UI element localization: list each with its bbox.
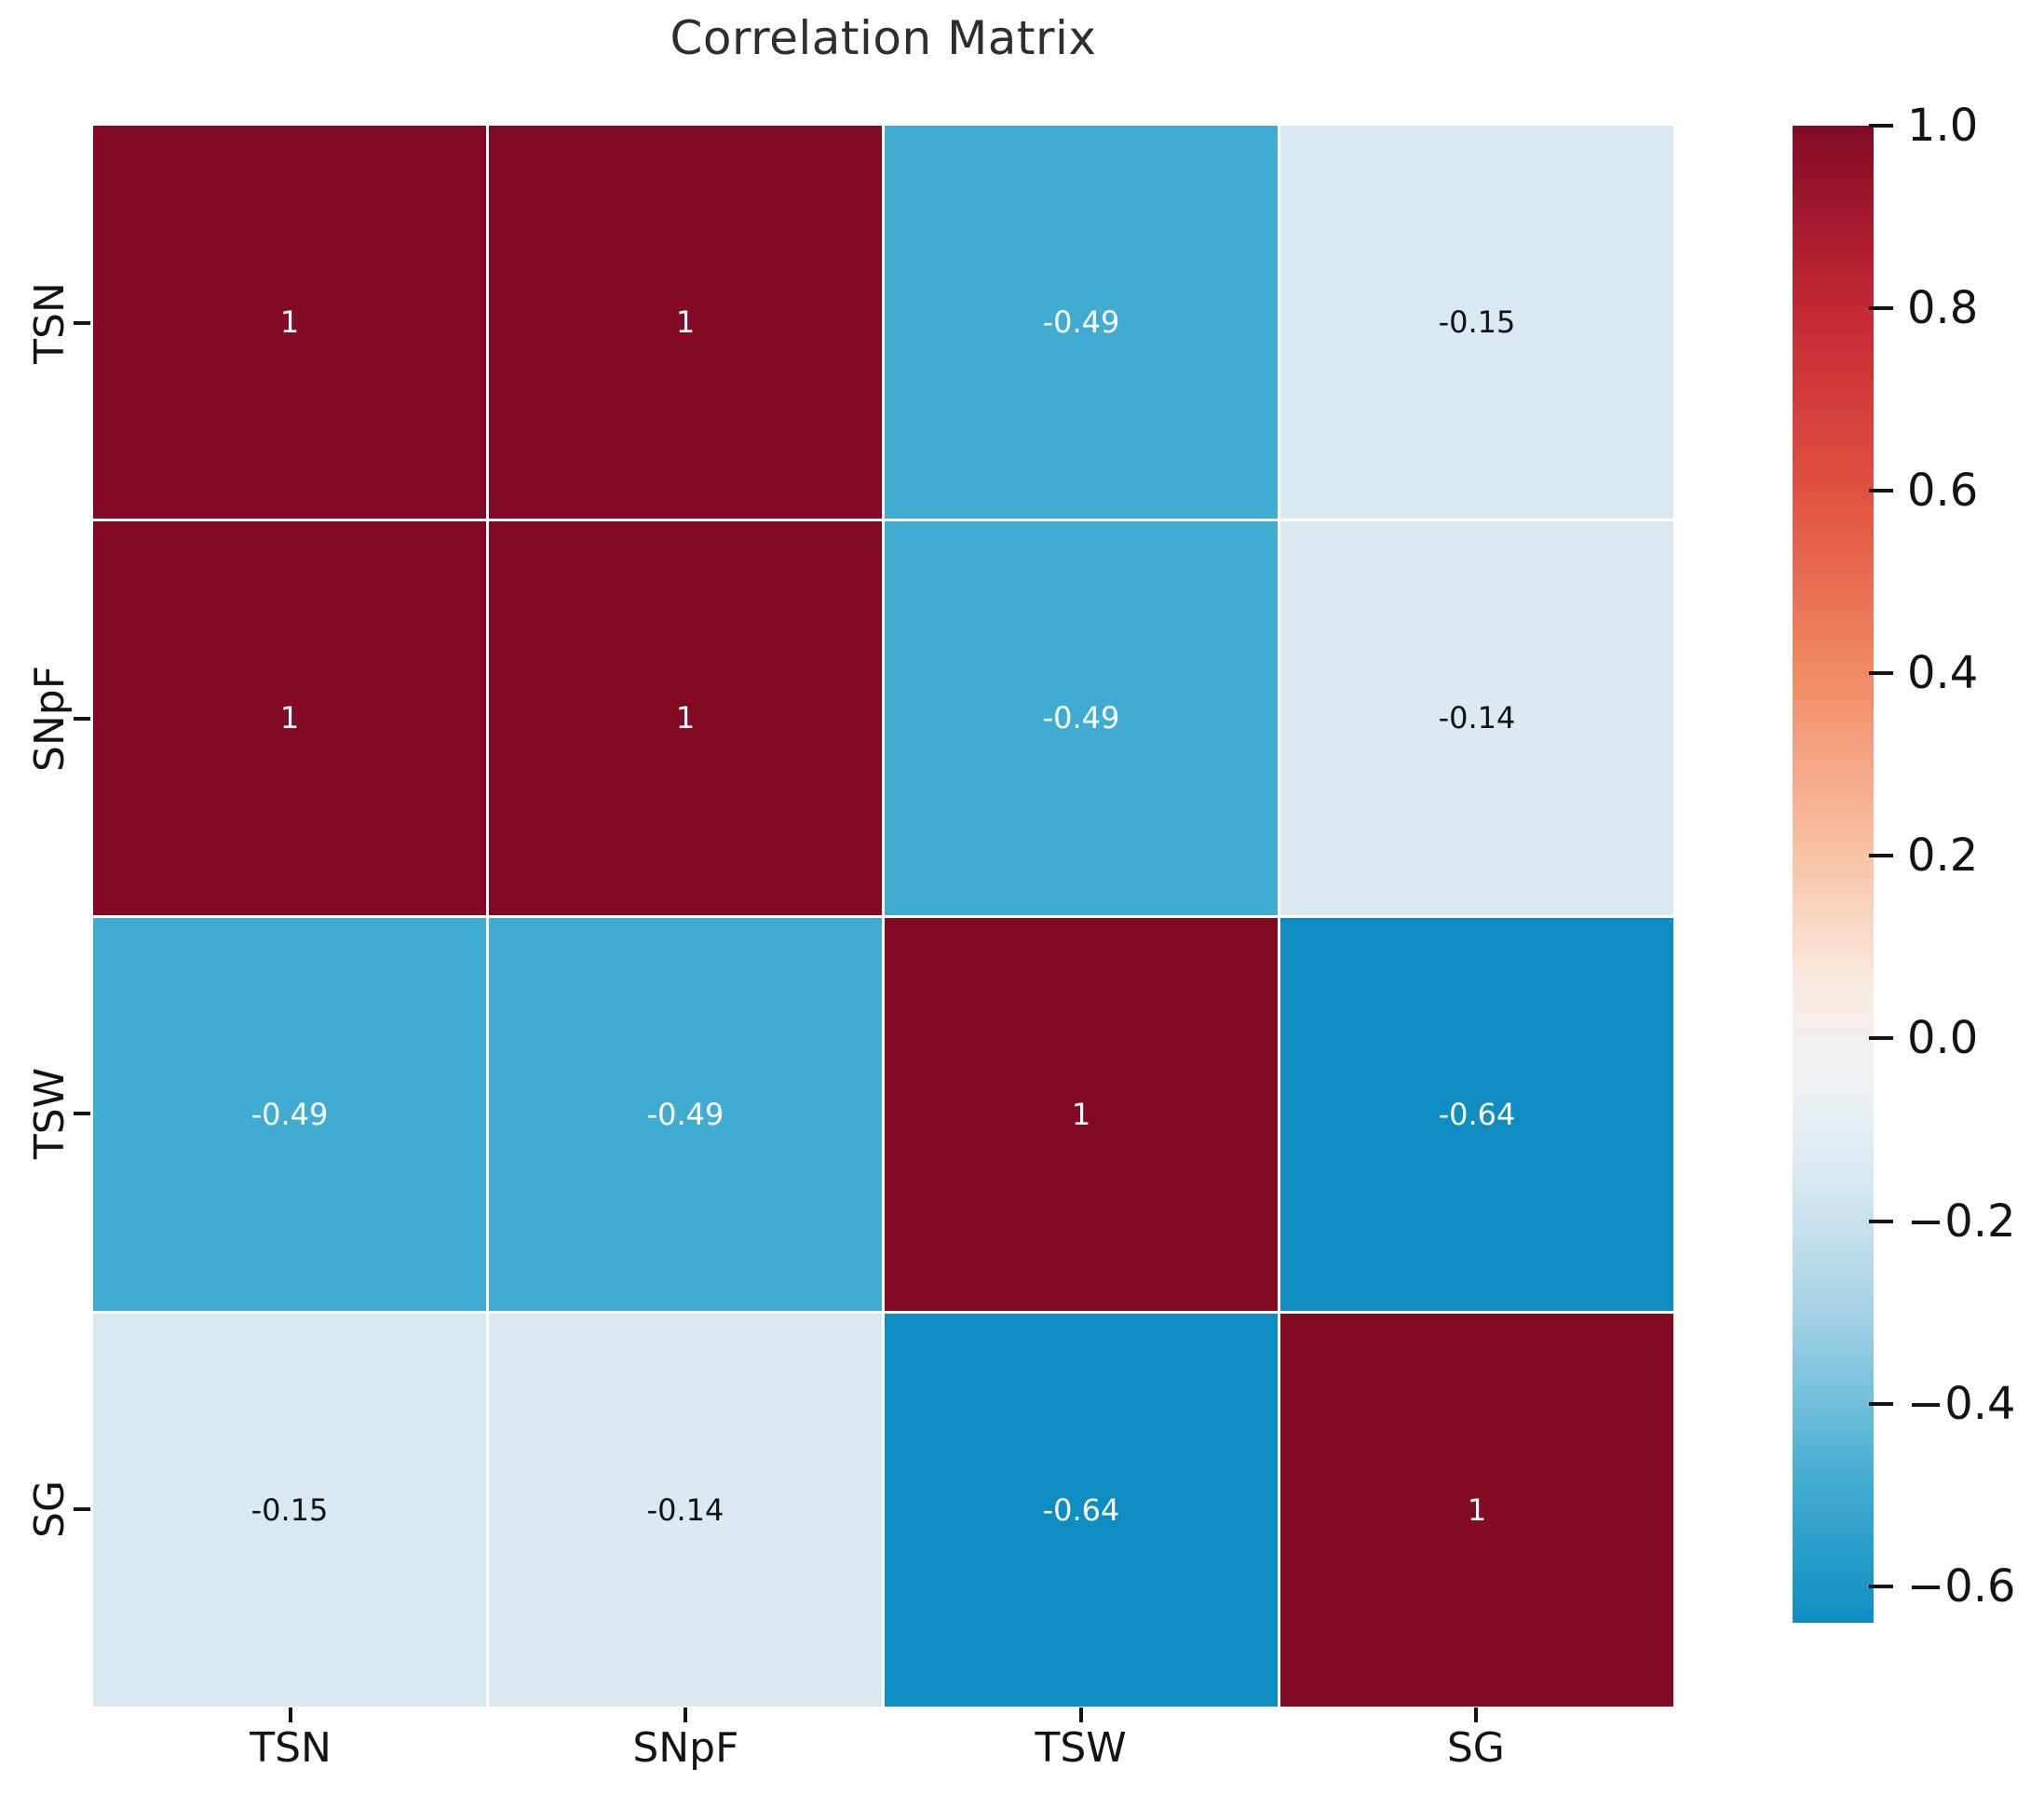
heatmap-cell-SG-SNpF: -0.14 [489, 1313, 882, 1707]
heatmap-grid: 1 1 -0.49 -0.15 1 1 -0.49 -0.14 -0.49 -0.49 1 -0.64… [93, 126, 1673, 1707]
cell-value: -0.49 [646, 1096, 724, 1132]
cell-value: 1 [675, 700, 696, 736]
cell-value: -0.49 [250, 1096, 329, 1132]
colorbar-tick-label-−0.4: −0.4 [1907, 1377, 2016, 1430]
cell-value: -0.64 [1042, 1491, 1120, 1528]
heatmap-cell-TSW-SG: -0.64 [1280, 917, 1673, 1311]
colorbar-tick-label-1.0: 1.0 [1907, 100, 1979, 152]
colorbar-tick-label-−0.2: −0.2 [1907, 1194, 2016, 1248]
cell-value: 1 [1071, 1096, 1091, 1132]
chart-title: Correlation Matrix [670, 11, 1097, 65]
colorbar-tick-label-0.8: 0.8 [1907, 282, 1979, 335]
heatmap-cell-SG-TSN: -0.15 [93, 1313, 486, 1707]
heatmap-cell-SG-SG: 1 [1280, 1313, 1673, 1707]
cell-value: -0.49 [1042, 304, 1120, 341]
x-tick-label-SG: SG [1446, 1724, 1505, 1772]
cell-value: 1 [1467, 1491, 1487, 1528]
colorbar-tick-label-0.6: 0.6 [1907, 465, 1979, 518]
colorbar-tick-label-−0.6: −0.6 [1907, 1559, 2016, 1613]
x-tick-mark [1078, 1707, 1083, 1722]
y-tick-mark [74, 1112, 90, 1116]
colorbar-tick-label-0.2: 0.2 [1907, 830, 1979, 883]
colorbar [1793, 126, 1874, 1623]
cell-value: -0.14 [646, 1491, 724, 1528]
colorbar-tick-mark [1869, 306, 1893, 311]
cell-value: -0.14 [1438, 700, 1516, 736]
heatmap-cell-SNpF-SG: -0.14 [1280, 521, 1673, 915]
cell-value: 1 [279, 700, 300, 736]
y-tick-mark [74, 716, 90, 721]
heatmap-cell-SNpF-SNpF: 1 [489, 521, 882, 915]
heatmap-cell-TSW-TSN: -0.49 [93, 917, 486, 1311]
x-tick-label-TSN: TSN [250, 1724, 332, 1772]
colorbar-tick-mark [1869, 671, 1893, 676]
cell-value: 1 [279, 304, 300, 341]
x-tick-mark [1473, 1707, 1478, 1722]
heatmap-cell-TSN-SG: -0.15 [1280, 126, 1673, 520]
colorbar-tick-mark [1869, 854, 1893, 858]
cell-value: -0.64 [1438, 1096, 1516, 1132]
cell-value: 1 [675, 304, 696, 341]
y-tick-mark [74, 1506, 90, 1511]
colorbar-tick-mark [1869, 1219, 1893, 1223]
colorbar-tick-label-0.0: 0.0 [1907, 1012, 1979, 1065]
heatmap-cell-TSW-SNpF: -0.49 [489, 917, 882, 1311]
x-tick-label-SNpF: SNpF [632, 1724, 739, 1772]
x-tick-label-TSW: TSW [1035, 1724, 1127, 1772]
heatmap-cell-TSN-SNpF: 1 [489, 126, 882, 520]
colorbar-tick-mark [1869, 1584, 1893, 1588]
cell-value: -0.15 [250, 1491, 329, 1528]
x-tick-mark [289, 1707, 293, 1722]
heatmap-cell-SNpF-TSW: -0.49 [885, 521, 1278, 915]
cell-value: -0.15 [1438, 304, 1516, 341]
y-tick-mark [74, 321, 90, 326]
cell-value: -0.49 [1042, 700, 1120, 736]
colorbar-tick-mark [1869, 1036, 1893, 1041]
heatmap-cell-TSW-TSW: 1 [885, 917, 1278, 1311]
colorbar-tick-mark [1869, 124, 1893, 128]
heatmap-cell-SNpF-TSN: 1 [93, 521, 486, 915]
heatmap-cell-SG-TSW: -0.64 [885, 1313, 1278, 1707]
colorbar-tick-mark [1869, 489, 1893, 493]
colorbar-tick-mark [1869, 1401, 1893, 1406]
colorbar-tick-label-0.4: 0.4 [1907, 647, 1979, 700]
heatmap-cell-TSN-TSW: -0.49 [885, 126, 1278, 520]
x-tick-mark [684, 1707, 688, 1722]
heatmap-cell-TSN-TSN: 1 [93, 126, 486, 520]
